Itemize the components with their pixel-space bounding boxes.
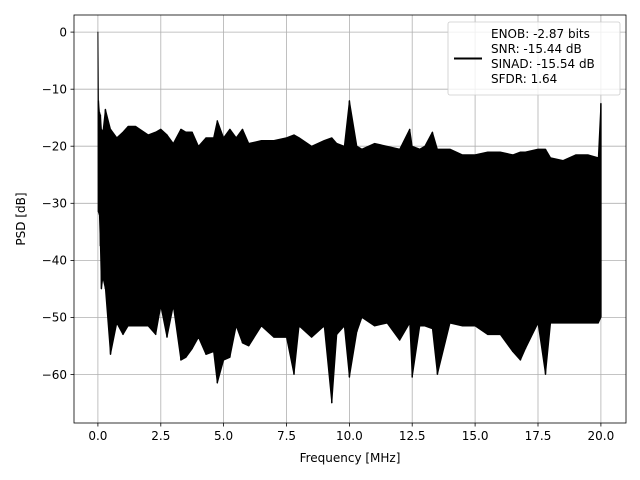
x-tick-label: 15.0 bbox=[462, 429, 489, 443]
y-tick-label: −60 bbox=[42, 368, 67, 382]
y-axis-label: PSD [dB] bbox=[14, 192, 28, 245]
x-tick-label: 10.0 bbox=[336, 429, 363, 443]
x-tick-label: 7.5 bbox=[277, 429, 296, 443]
x-axis: 0.0 2.5 5.0 7.5 10.0 12.5 15.0 17.5 20.0 bbox=[88, 423, 614, 443]
legend-label: ENOB: -2.87 bits SNR: -15.44 dB SINAD: -15… bbox=[491, 27, 595, 86]
legend: ENOB: -2.87 bits SNR: -15.44 dB SINAD: -15… bbox=[447, 21, 621, 96]
y-tick-label: 0 bbox=[59, 25, 67, 39]
plot-area bbox=[97, 31, 602, 404]
x-tick-label: 5.0 bbox=[214, 429, 233, 443]
y-tick-label: −40 bbox=[42, 254, 67, 268]
x-tick-label: 0.0 bbox=[88, 429, 107, 443]
legend-box bbox=[447, 21, 621, 96]
y-tick-label: −30 bbox=[42, 197, 67, 211]
x-tick-label: 20.0 bbox=[588, 429, 615, 443]
y-tick-label: −20 bbox=[42, 140, 67, 154]
y-tick-label: −50 bbox=[42, 311, 67, 325]
axes-frame bbox=[73, 14, 627, 424]
y-tick-label: −10 bbox=[42, 83, 67, 97]
x-tick-label: 2.5 bbox=[151, 429, 170, 443]
x-tick-label: 17.5 bbox=[525, 429, 552, 443]
x-tick-label: 12.5 bbox=[399, 429, 426, 443]
x-axis-label: Frequency [MHz] bbox=[300, 451, 401, 465]
y-axis: 0 −10 −20 −30 −40 −50 −60 bbox=[42, 25, 74, 382]
